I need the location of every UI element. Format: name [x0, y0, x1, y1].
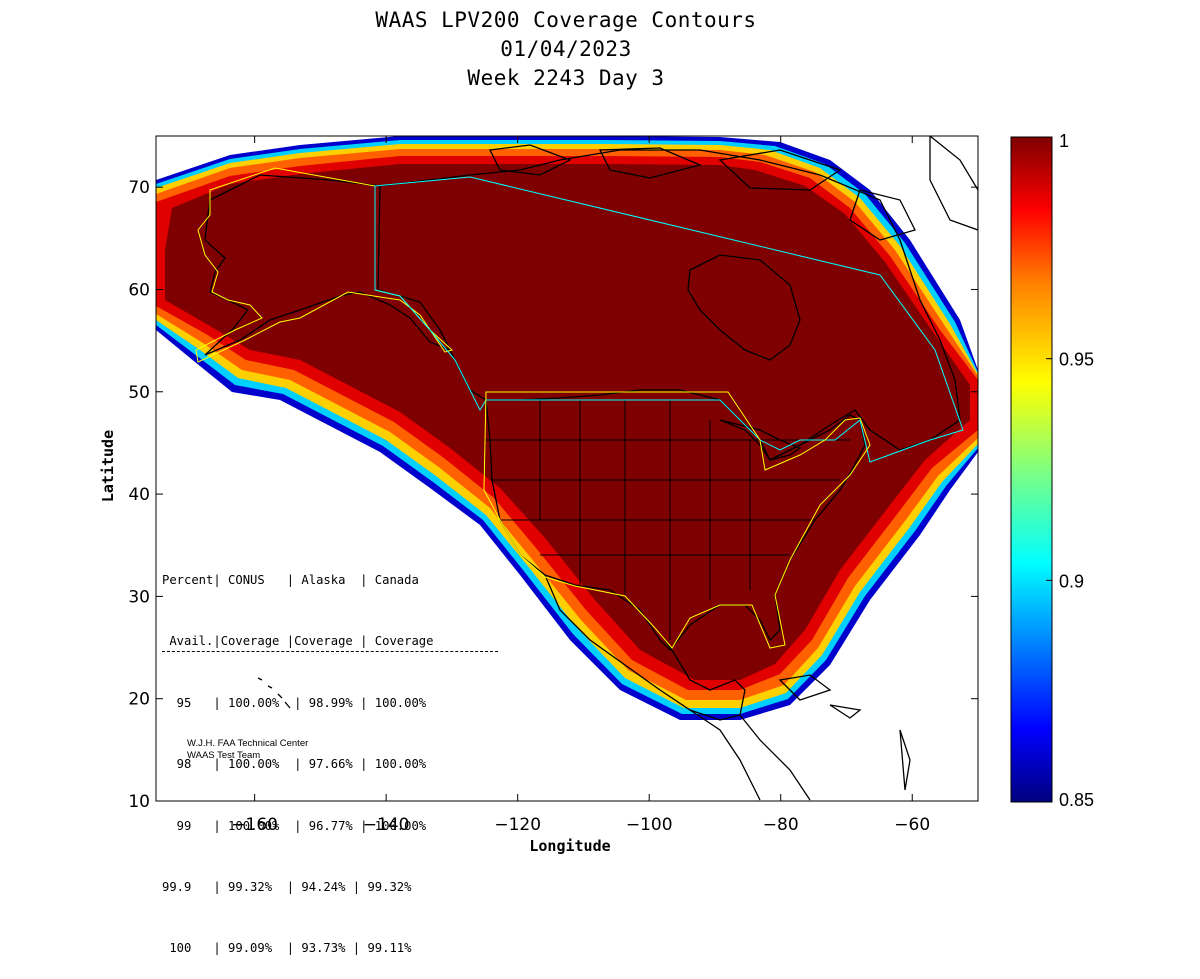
- x-tick-label: −160: [231, 815, 278, 835]
- table-header-row-2: Avail.|Coverage |Coverage | Coverage: [162, 631, 498, 653]
- hudson-bay-coastline: [687, 254, 801, 361]
- y-tick-label: 40: [128, 485, 150, 505]
- tick-labels: −160 −140 −120 −100 −80 −60 10 20 30 40 50 60 70: [128, 178, 930, 835]
- central-america-coastline: [689, 709, 811, 801]
- colorbar-tick-label: 0.85: [1059, 790, 1094, 810]
- credit-note: W.J.H. FAA Technical Center WAAS Test Te…: [187, 738, 308, 762]
- region-boundaries: [195, 167, 964, 649]
- table-row: 99 | 100.00% | 96.77% | 100.00%: [162, 818, 427, 833]
- title-line-1: WAAS LPV200 Coverage Contours: [375, 8, 757, 32]
- colorbar: [1010, 136, 1053, 803]
- table-row: 98 | 100.00% | 97.66% | 100.00%: [162, 757, 427, 772]
- y-tick-label: 70: [128, 178, 150, 198]
- colorbar-tick-label: 0.95: [1059, 350, 1094, 370]
- credit-line-1: W.J.H. FAA Technical Center: [187, 738, 309, 749]
- colorbar-ticks: 1 0.95 0.9 0.85: [1046, 131, 1094, 810]
- x-tick-label: −80: [763, 815, 799, 835]
- y-tick-label: 30: [128, 587, 150, 607]
- mexico-coastline: [544, 574, 746, 721]
- conus-boundary: [483, 391, 871, 649]
- x-tick-label: −140: [363, 815, 410, 835]
- table-row: 100 | 99.09% | 93.73% | 99.11%: [162, 941, 412, 956]
- table-row: 95 | 100.00% | 98.99% | 100.00%: [162, 696, 427, 711]
- x-tick-label: −60: [894, 815, 930, 835]
- coverage-contours: [156, 136, 978, 720]
- credit-line-2: WAAS Test Team: [187, 750, 261, 761]
- colorbar-tick-label: 1: [1059, 131, 1069, 151]
- canada-boundary: [374, 176, 964, 463]
- y-axis-label: Latitude: [99, 430, 117, 502]
- hawaii-islands: [257, 677, 291, 709]
- canada-coastline: [379, 149, 961, 461]
- x-axis-label: Longitude: [529, 837, 610, 855]
- y-tick-label: 20: [128, 690, 150, 710]
- arctic-islands: [489, 144, 916, 241]
- state-grid: [486, 400, 850, 640]
- coverage-band-full: [165, 164, 970, 680]
- great-lakes: [719, 419, 802, 461]
- coverage-map-chart: −160 −140 −120 −100 −80 −60 10 20 30 40 50 60 70 Lon…: [99, 131, 1094, 855]
- x-tick-label: −120: [494, 815, 541, 835]
- title-line-2: 01/04/2023: [500, 37, 632, 61]
- plot-frame: [155, 135, 979, 802]
- colorbar-tick-label: 0.9: [1059, 571, 1084, 591]
- title-line-3: Week 2243 Day 3: [467, 66, 665, 90]
- axis-ticks: [156, 136, 978, 802]
- y-tick-label: 10: [128, 792, 150, 812]
- y-tick-label: 50: [128, 383, 150, 403]
- table-header-row-1: Percent| CONUS | Alaska | Canada: [162, 572, 419, 587]
- y-tick-label: 60: [128, 280, 150, 300]
- x-tick-label: −100: [626, 815, 673, 835]
- chart-title: WAAS LPV200 Coverage Contours 01/04/2023…: [256, 6, 876, 93]
- greenland-coastline: [929, 136, 978, 231]
- table-row: 99.9 | 99.32% | 94.24% | 99.32%: [162, 879, 412, 894]
- caribbean-islands: [778, 674, 911, 791]
